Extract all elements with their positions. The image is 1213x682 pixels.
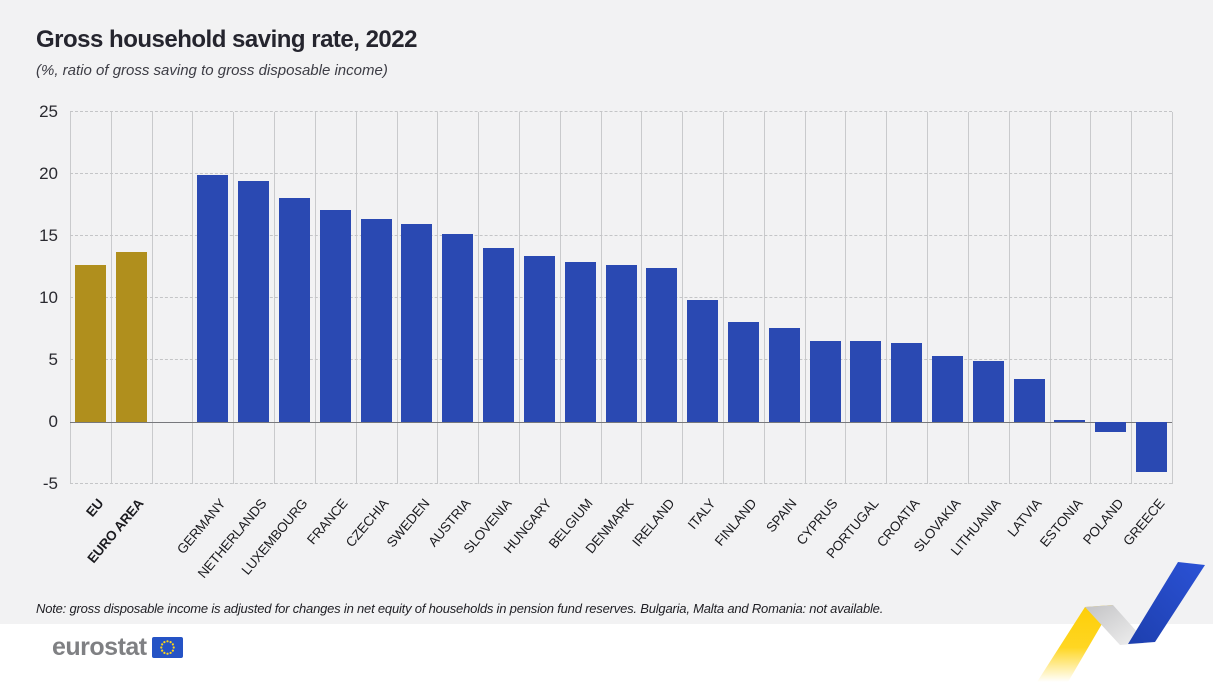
bar-czechia bbox=[360, 218, 392, 422]
grid-vline bbox=[274, 112, 276, 484]
bar-spain bbox=[768, 327, 800, 422]
bar-estonia bbox=[1054, 419, 1086, 422]
grid-vline bbox=[886, 112, 888, 484]
grid-vline bbox=[559, 112, 561, 484]
y-axis-tick-label: 0 bbox=[48, 412, 58, 431]
bar-eu bbox=[74, 264, 106, 422]
grid-vline bbox=[518, 112, 520, 484]
y-axis-tick-label: 25 bbox=[39, 102, 58, 121]
grid-vline bbox=[967, 112, 969, 484]
ribbon-blue-band bbox=[1128, 562, 1205, 644]
grid-vline bbox=[437, 112, 439, 484]
chart-title: Gross household saving rate, 2022 bbox=[36, 26, 417, 53]
bar-hungary bbox=[523, 255, 555, 422]
bar-france bbox=[319, 209, 351, 422]
eu-flag-icon bbox=[151, 637, 183, 658]
grid-vline bbox=[355, 112, 357, 484]
bar-euro-area bbox=[115, 252, 147, 422]
bar-ireland bbox=[646, 268, 678, 422]
bar-netherlands bbox=[238, 181, 270, 422]
footnote: Note: gross disposable income is adjuste… bbox=[36, 601, 884, 616]
bar-italy bbox=[687, 300, 719, 422]
bar-portugal bbox=[850, 341, 882, 422]
eurostat-logo: eurostat bbox=[52, 635, 183, 660]
y-axis-tick-label: 10 bbox=[39, 288, 58, 307]
bar-denmark bbox=[605, 264, 637, 422]
grid-vline bbox=[110, 112, 112, 484]
grid-vline bbox=[151, 112, 153, 484]
grid-vline bbox=[478, 112, 480, 484]
y-axis-tick-label: 15 bbox=[39, 226, 58, 245]
chart-subtitle: (%, ratio of gross saving to gross dispo… bbox=[36, 62, 388, 79]
grid-vline bbox=[192, 112, 194, 484]
grid-hline bbox=[70, 483, 1172, 484]
bar-luxembourg bbox=[278, 197, 310, 422]
grid-vline bbox=[1172, 112, 1173, 484]
bar-sweden bbox=[401, 223, 433, 422]
bar-germany bbox=[197, 175, 229, 422]
bar-austria bbox=[442, 233, 474, 422]
grid-hline bbox=[70, 111, 1172, 112]
bar-slovenia bbox=[483, 248, 515, 422]
grid-hline bbox=[70, 173, 1172, 174]
ribbon-fold bbox=[1085, 605, 1147, 645]
grid-vline bbox=[763, 112, 765, 484]
bar-chart: 25 20 15 10 5 0 -5 EU EURO AREA GERMANY NETHERLAND… bbox=[39, 102, 1173, 581]
chart-panel: Gross household saving rate, 2022 (%, ra… bbox=[0, 0, 1213, 624]
y-axis-tick-label: 20 bbox=[39, 164, 58, 183]
ribbon-decoration bbox=[1037, 562, 1205, 682]
grid-vline bbox=[600, 112, 602, 484]
ribbon-yellow-band bbox=[1037, 605, 1113, 682]
grid-vline bbox=[233, 112, 235, 484]
bar-finland bbox=[727, 321, 759, 422]
grid-vline bbox=[314, 112, 316, 484]
y-axis-tick-label: -5 bbox=[42, 474, 58, 493]
grid-vline bbox=[1049, 112, 1051, 484]
grid-vline bbox=[70, 112, 71, 484]
bar-poland bbox=[1095, 422, 1127, 432]
bar-slovakia bbox=[932, 356, 964, 422]
y-axis-tick-label: 5 bbox=[48, 350, 58, 369]
bar-croatia bbox=[891, 342, 923, 422]
grid-vline bbox=[927, 112, 929, 484]
grid-vline bbox=[723, 112, 725, 484]
grid-vline bbox=[682, 112, 684, 484]
grid-vline bbox=[804, 112, 806, 484]
grid-vline bbox=[1008, 112, 1010, 484]
eurostat-wordmark: eurostat bbox=[52, 633, 147, 661]
grid-vline bbox=[1090, 112, 1092, 484]
bar-greece bbox=[1136, 422, 1168, 472]
bar-latvia bbox=[1013, 378, 1045, 422]
grid-vline bbox=[396, 112, 398, 484]
grid-vline bbox=[1131, 112, 1133, 484]
grid-vline bbox=[641, 112, 643, 484]
bar-cyprus bbox=[809, 341, 841, 422]
grid-vline bbox=[845, 112, 847, 484]
zero-line bbox=[70, 421, 1172, 423]
footer: eurostat bbox=[0, 624, 1213, 682]
bar-belgium bbox=[564, 262, 596, 422]
bar-lithuania bbox=[972, 361, 1004, 422]
grid-hline bbox=[70, 235, 1172, 236]
